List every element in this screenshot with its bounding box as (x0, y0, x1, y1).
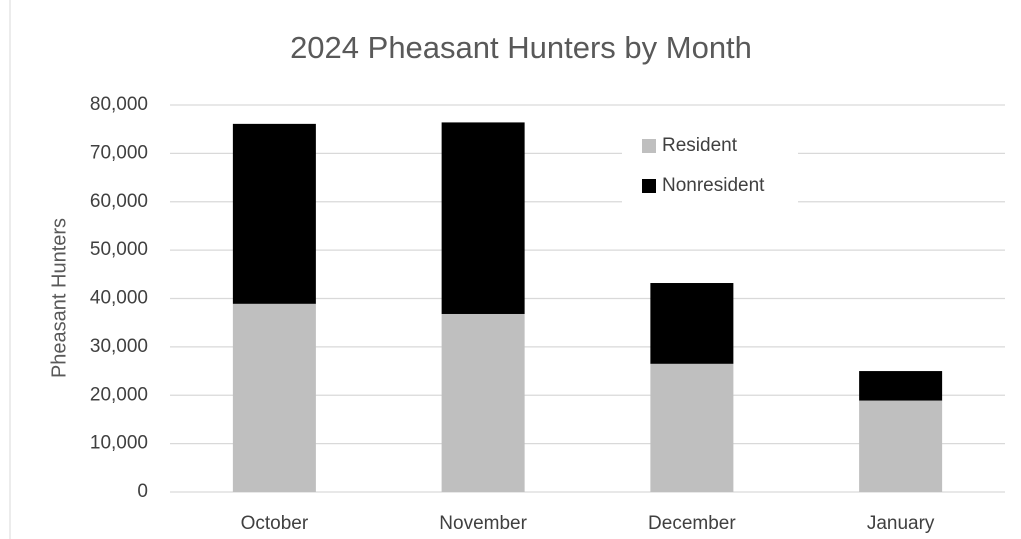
bar-segment (232, 123, 316, 304)
bar-segment (650, 363, 734, 492)
y-tick-label: 20,000 (90, 384, 148, 405)
y-tick-label: 30,000 (90, 336, 148, 357)
y-axis-title: Pheasant Hunters (48, 218, 70, 378)
bar-segment (441, 122, 525, 314)
bar-segment (441, 313, 525, 492)
legend-label: Nonresident (662, 175, 765, 196)
legend-swatch (642, 179, 656, 193)
bar-segment (650, 283, 734, 364)
legend-label: Resident (662, 135, 738, 156)
x-tick-label: December (648, 513, 736, 534)
bar-segment (232, 303, 316, 492)
x-tick-label: January (867, 513, 935, 534)
x-tick-label: October (241, 513, 309, 534)
y-tick-label: 70,000 (90, 142, 148, 163)
bar-segment (859, 400, 943, 492)
y-tick-label: 40,000 (90, 288, 148, 309)
chart-title: 2024 Pheasant Hunters by Month (290, 30, 752, 65)
y-tick-label: 10,000 (90, 433, 148, 454)
y-tick-label: 0 (137, 481, 148, 502)
y-tick-label: 80,000 (90, 94, 148, 115)
x-tick-label: November (439, 513, 527, 534)
bar-segment (859, 371, 943, 401)
y-tick-label: 60,000 (90, 191, 148, 212)
legend-swatch (642, 139, 656, 153)
y-tick-label: 50,000 (90, 239, 148, 260)
